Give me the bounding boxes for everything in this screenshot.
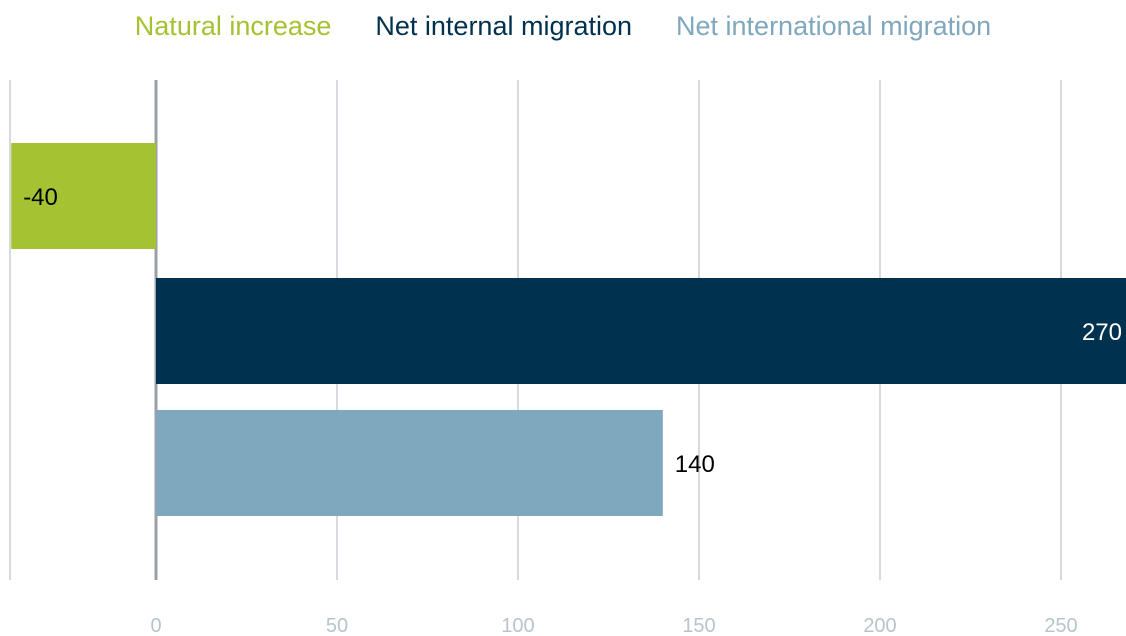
legend-net-internal-migration: Net internal migration [375, 10, 633, 41]
x-tick-label: 200 [863, 615, 896, 636]
bar-net-internal-migration [156, 278, 1126, 384]
x-tick-label: 250 [1044, 615, 1077, 636]
data-label: 270 [1082, 319, 1122, 346]
data-label: 140 [675, 451, 715, 478]
x-tick-label: 0 [150, 615, 161, 636]
x-tick-label: 100 [501, 615, 534, 636]
legend: Natural increase Net internal migration … [0, 6, 1126, 46]
x-tick-label: 50 [326, 615, 348, 636]
legend-natural-increase: Natural increase [134, 10, 332, 41]
data-label: -40 [23, 184, 58, 211]
x-tick-label: 150 [682, 615, 715, 636]
bar-net-international-migration [156, 410, 663, 516]
legend-net-international-migration: Net international migration [676, 10, 992, 41]
bar-natural-increase [11, 143, 157, 249]
